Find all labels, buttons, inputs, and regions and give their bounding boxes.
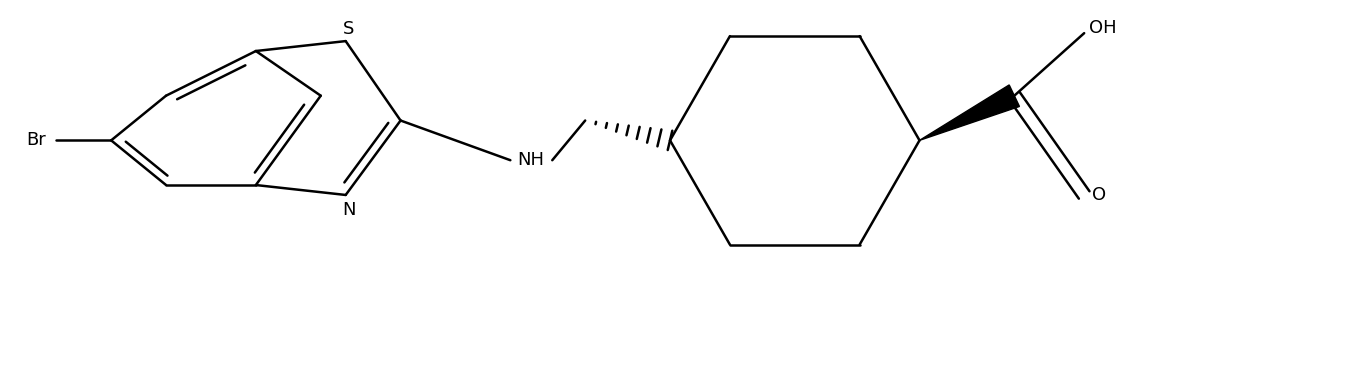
Text: Br: Br [26, 131, 46, 149]
Text: S: S [342, 20, 355, 38]
Polygon shape [919, 85, 1019, 140]
Text: OH: OH [1090, 19, 1117, 37]
Text: O: O [1093, 186, 1106, 204]
Text: N: N [342, 201, 356, 219]
Text: NH: NH [517, 151, 544, 169]
